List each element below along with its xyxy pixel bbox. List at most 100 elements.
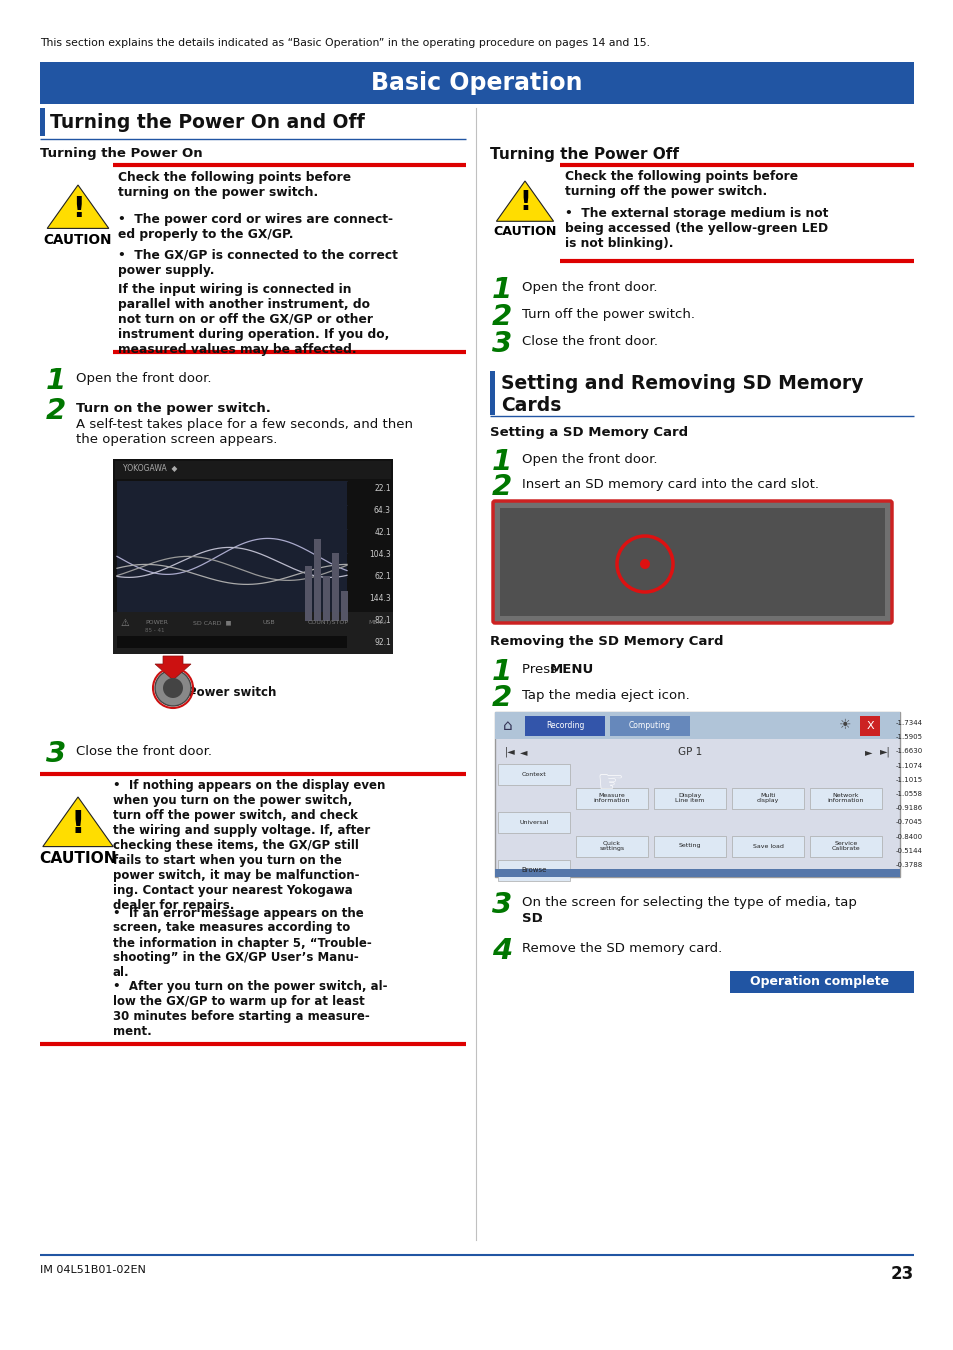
Text: If the input wiring is connected in
parallel with another instrument, do
not tur: If the input wiring is connected in para… — [118, 284, 389, 356]
Bar — [729, 971, 909, 994]
Text: MENU: MENU — [368, 620, 386, 625]
Circle shape — [154, 670, 191, 706]
Text: 23: 23 — [890, 1265, 913, 1282]
Text: 42.1: 42.1 — [374, 528, 391, 537]
Bar — [809, 788, 882, 809]
Text: 85 - 41: 85 - 41 — [145, 628, 164, 633]
Text: ⚠: ⚠ — [121, 618, 130, 628]
Bar — [112, 459, 393, 653]
Bar — [40, 62, 913, 104]
Text: Quick
settings: Quick settings — [598, 841, 624, 852]
Text: 3: 3 — [492, 329, 512, 358]
Text: Open the front door.: Open the front door. — [521, 454, 657, 466]
Text: Check the following points before
turning on the power switch.: Check the following points before turnin… — [118, 171, 351, 198]
Text: !: ! — [71, 809, 85, 840]
Text: -0.5144: -0.5144 — [895, 848, 922, 853]
Text: -0.3788: -0.3788 — [895, 863, 923, 868]
Text: ►: ► — [864, 747, 872, 757]
Text: 2: 2 — [492, 472, 512, 501]
Text: •  If nothing appears on the display even
when you turn on the power switch,
tur: • If nothing appears on the display even… — [112, 779, 385, 913]
Text: 2: 2 — [492, 302, 512, 331]
Bar — [112, 612, 393, 653]
Bar — [499, 508, 884, 616]
Text: Press: Press — [521, 663, 560, 676]
Text: X: X — [865, 721, 873, 730]
Text: 3: 3 — [492, 891, 512, 919]
Text: 22.1: 22.1 — [374, 485, 391, 493]
Bar — [609, 716, 689, 736]
Text: .: . — [538, 913, 542, 925]
Text: Turn on the power switch.: Turn on the power switch. — [76, 402, 271, 414]
Text: IM 04L51B01-02EN: IM 04L51B01-02EN — [40, 1265, 146, 1274]
Text: Network
information: Network information — [827, 792, 863, 803]
Bar — [332, 554, 338, 621]
Text: CAUTION: CAUTION — [39, 852, 116, 867]
Text: -1.1015: -1.1015 — [895, 776, 923, 783]
Text: Turn off the power switch.: Turn off the power switch. — [521, 308, 695, 321]
Text: Open the front door.: Open the front door. — [76, 373, 212, 385]
Text: -0.9186: -0.9186 — [895, 805, 923, 811]
Bar — [117, 481, 347, 626]
Text: •  The GX/GP is connected to the correct
power supply.: • The GX/GP is connected to the correct … — [118, 248, 397, 277]
Text: POWER: POWER — [145, 620, 168, 625]
Text: GP 1: GP 1 — [678, 747, 701, 757]
Text: -0.8400: -0.8400 — [895, 833, 923, 840]
Text: ☀: ☀ — [838, 718, 850, 732]
Text: Computing: Computing — [628, 721, 670, 730]
Bar — [495, 711, 899, 878]
Text: This section explains the details indicated as “Basic Operation” in the operatin: This section explains the details indica… — [40, 38, 649, 49]
Text: Context: Context — [521, 771, 546, 776]
Text: Operation complete: Operation complete — [750, 976, 888, 988]
Text: Measure
information: Measure information — [593, 792, 630, 803]
Text: Turning the Power On: Turning the Power On — [40, 147, 202, 161]
Text: 144.3: 144.3 — [369, 594, 391, 603]
Bar — [731, 788, 803, 809]
Text: Close the front door.: Close the front door. — [76, 745, 212, 757]
Bar — [731, 836, 803, 857]
Text: 104.3: 104.3 — [369, 549, 391, 559]
Bar — [497, 860, 569, 882]
Text: 1: 1 — [46, 367, 66, 396]
Circle shape — [639, 559, 649, 568]
Text: Check the following points before
turning off the power switch.: Check the following points before turnin… — [564, 170, 798, 198]
Text: -1.6630: -1.6630 — [895, 748, 923, 755]
Text: 62.1: 62.1 — [374, 572, 391, 580]
Text: SD: SD — [521, 913, 542, 925]
Text: Insert an SD memory card into the card slot.: Insert an SD memory card into the card s… — [521, 478, 818, 491]
Text: Universal: Universal — [518, 819, 548, 825]
Text: Save load: Save load — [752, 844, 782, 849]
Text: Tap the media eject icon.: Tap the media eject icon. — [521, 688, 689, 702]
Text: USB: USB — [263, 620, 275, 625]
Text: 2: 2 — [492, 684, 512, 711]
Text: •  After you turn on the power switch, al-
low the GX/GP to warm up for at least: • After you turn on the power switch, al… — [112, 980, 387, 1038]
Text: Setting and Removing SD Memory: Setting and Removing SD Memory — [500, 374, 862, 393]
Polygon shape — [43, 796, 113, 846]
Text: Open the front door.: Open the front door. — [521, 281, 657, 294]
Text: -1.0558: -1.0558 — [895, 791, 923, 796]
Bar — [654, 836, 725, 857]
Text: •  The power cord or wires are connect-
ed properly to the GX/GP.: • The power cord or wires are connect- e… — [118, 213, 393, 242]
Bar — [654, 788, 725, 809]
Text: Removing the SD Memory Card: Removing the SD Memory Card — [490, 634, 722, 648]
Text: !: ! — [518, 190, 531, 216]
Text: 1: 1 — [492, 275, 512, 304]
Text: 2: 2 — [46, 397, 66, 425]
Text: Basic Operation: Basic Operation — [371, 72, 582, 94]
Text: MENU: MENU — [550, 663, 594, 676]
Bar — [497, 764, 569, 784]
Polygon shape — [47, 185, 109, 228]
Text: ◄: ◄ — [519, 747, 527, 757]
Bar — [314, 539, 320, 621]
Text: Turning the Power On and Off: Turning the Power On and Off — [50, 112, 364, 131]
Bar — [524, 716, 604, 736]
Text: CAUTION: CAUTION — [493, 225, 557, 238]
Bar — [576, 788, 647, 809]
Text: Recording: Recording — [545, 721, 583, 730]
Text: •  The external storage medium is not
being accessed (the yellow-green LED
is no: • The external storage medium is not bei… — [564, 207, 827, 250]
Bar — [115, 460, 391, 479]
Polygon shape — [154, 656, 191, 680]
Text: ☞: ☞ — [596, 769, 623, 798]
Text: ⌂: ⌂ — [502, 717, 513, 733]
Text: -1.1074: -1.1074 — [895, 763, 923, 768]
Text: Setting: Setting — [678, 844, 700, 849]
